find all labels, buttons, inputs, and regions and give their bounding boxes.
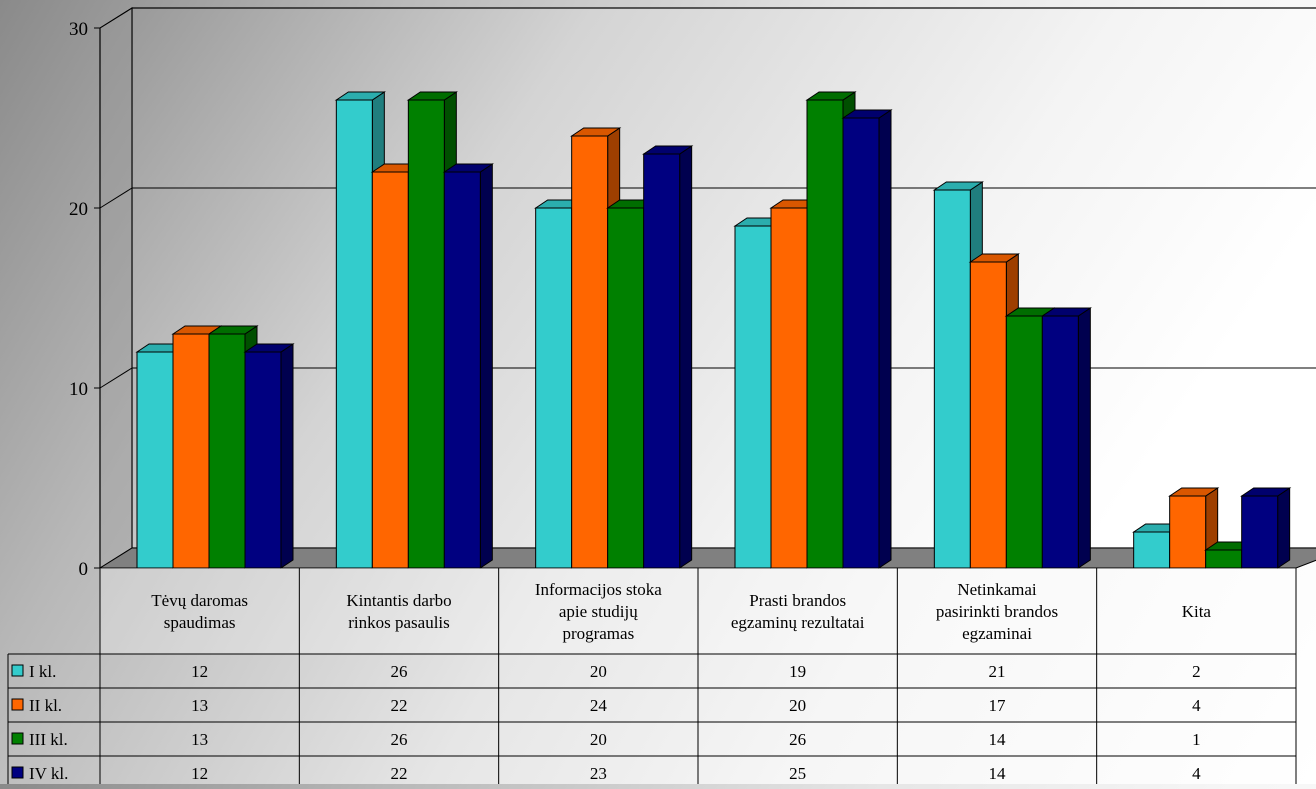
category-label: pasirinkti brandos bbox=[936, 602, 1058, 621]
data-label: 26 bbox=[789, 730, 806, 749]
gridline-depth bbox=[99, 367, 133, 389]
bar bbox=[770, 207, 808, 569]
bar bbox=[535, 207, 573, 569]
bar bbox=[1133, 531, 1171, 569]
bar bbox=[607, 207, 645, 569]
y-tick-label: 30 bbox=[69, 19, 88, 40]
bar bbox=[172, 333, 210, 569]
category-label: programas bbox=[562, 624, 634, 643]
data-label: 20 bbox=[590, 662, 607, 681]
bar bbox=[571, 135, 609, 569]
data-label: 26 bbox=[391, 730, 408, 749]
y-tick-label: 0 bbox=[79, 559, 89, 580]
data-label: 25 bbox=[789, 764, 806, 783]
gridline-depth bbox=[99, 187, 133, 209]
category-label: egzaminai bbox=[962, 624, 1032, 643]
bar bbox=[136, 351, 174, 569]
y-tick-label: 20 bbox=[69, 199, 88, 220]
data-label: 13 bbox=[191, 730, 208, 749]
legend-swatch bbox=[11, 698, 24, 711]
back-wall bbox=[131, 7, 1316, 549]
gridline-depth bbox=[99, 7, 133, 29]
data-label: 26 bbox=[391, 662, 408, 681]
category-label: apie studijų bbox=[559, 602, 638, 621]
legend-label: III kl. bbox=[29, 730, 68, 749]
category-label: Kintantis darbo bbox=[346, 591, 451, 610]
data-label: 14 bbox=[989, 764, 1007, 783]
bar bbox=[842, 117, 880, 569]
data-label: 24 bbox=[590, 696, 608, 715]
bar-side bbox=[1077, 307, 1091, 569]
bar bbox=[1205, 549, 1243, 569]
legend-label: I kl. bbox=[29, 662, 56, 681]
category-label: Prasti brandos bbox=[749, 591, 846, 610]
category-label: rinkos pasaulis bbox=[348, 613, 450, 632]
bar-side bbox=[878, 109, 892, 569]
bar bbox=[208, 333, 246, 569]
data-label: 17 bbox=[989, 696, 1007, 715]
category-label: Kita bbox=[1182, 602, 1212, 621]
data-label: 4 bbox=[1192, 764, 1201, 783]
category-label: Tėvų daromas bbox=[151, 591, 248, 610]
data-label: 22 bbox=[391, 696, 408, 715]
bar bbox=[806, 99, 844, 569]
bar bbox=[1169, 495, 1207, 569]
data-label: 1 bbox=[1192, 730, 1201, 749]
data-label: 19 bbox=[789, 662, 806, 681]
bar bbox=[1241, 495, 1279, 569]
bar bbox=[1005, 315, 1043, 569]
category-label: spaudimas bbox=[164, 613, 236, 632]
y-tick-label: 10 bbox=[69, 379, 88, 400]
data-label: 4 bbox=[1192, 696, 1201, 715]
category-label: Netinkamai bbox=[957, 580, 1037, 599]
legend-swatch bbox=[11, 732, 24, 745]
legend-label: II kl. bbox=[29, 696, 62, 715]
data-label: 2 bbox=[1192, 662, 1201, 681]
bar bbox=[407, 99, 445, 569]
bar bbox=[933, 189, 971, 569]
legend-swatch bbox=[11, 766, 24, 779]
bar-side bbox=[1277, 487, 1291, 569]
bar bbox=[371, 171, 409, 569]
bar bbox=[443, 171, 481, 569]
bar-side bbox=[280, 343, 294, 569]
bar bbox=[335, 99, 373, 569]
data-label: 14 bbox=[989, 730, 1007, 749]
data-label: 20 bbox=[590, 730, 607, 749]
category-label: Informacijos stoka bbox=[535, 580, 662, 599]
legend-swatch bbox=[11, 664, 24, 677]
data-label: 12 bbox=[191, 764, 208, 783]
side-wall bbox=[99, 7, 133, 569]
bar-side bbox=[479, 163, 493, 569]
data-label: 22 bbox=[391, 764, 408, 783]
data-label: 13 bbox=[191, 696, 208, 715]
category-label: egzaminų rezultatai bbox=[731, 613, 865, 632]
bar bbox=[969, 261, 1007, 569]
bar bbox=[1041, 315, 1079, 569]
bar bbox=[244, 351, 282, 569]
bar bbox=[643, 153, 681, 569]
legend-label: IV kl. bbox=[29, 764, 68, 783]
data-label: 20 bbox=[789, 696, 806, 715]
data-label: 21 bbox=[989, 662, 1006, 681]
data-label: 12 bbox=[191, 662, 208, 681]
bar bbox=[734, 225, 772, 569]
bar-side bbox=[679, 145, 693, 569]
data-label: 23 bbox=[590, 764, 607, 783]
